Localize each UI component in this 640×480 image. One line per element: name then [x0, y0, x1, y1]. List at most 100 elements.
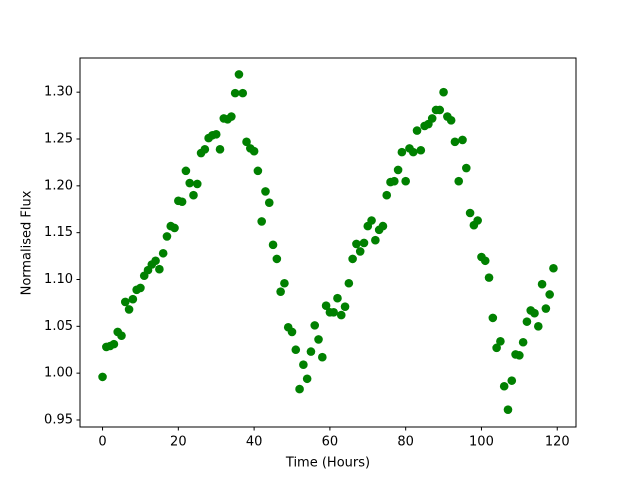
x-tick-label: 80	[397, 435, 414, 450]
point	[124, 305, 134, 314]
point	[158, 248, 168, 258]
point	[333, 293, 342, 303]
point	[192, 179, 202, 189]
point	[416, 145, 426, 155]
y-tick-label: 0.95	[44, 412, 73, 427]
point	[177, 197, 187, 207]
point	[522, 317, 532, 326]
plot-frame	[79, 57, 577, 428]
point	[287, 327, 297, 337]
point	[314, 335, 323, 344]
point	[238, 88, 248, 98]
point	[465, 208, 475, 218]
point	[306, 347, 316, 356]
point	[390, 176, 399, 186]
x-axis-label: Time (Hours)	[285, 456, 370, 471]
x-tick-label: 100	[469, 435, 494, 450]
point	[359, 238, 369, 248]
y-tick-label: 1.25	[44, 132, 73, 147]
point	[276, 287, 285, 296]
point	[318, 352, 327, 362]
point	[200, 145, 210, 154]
point	[280, 278, 289, 288]
y-tick-label: 1.05	[44, 319, 73, 334]
point	[507, 376, 517, 385]
point	[344, 278, 354, 288]
x-tick-label: 0	[98, 435, 106, 450]
point	[503, 405, 513, 414]
point	[120, 297, 130, 307]
point	[109, 339, 119, 349]
point	[295, 384, 304, 394]
point	[302, 374, 312, 384]
point	[499, 381, 509, 391]
point	[435, 105, 445, 115]
point	[352, 239, 361, 249]
point	[170, 223, 179, 233]
point	[291, 345, 301, 355]
y-axis-label: Normalised Flux	[20, 190, 35, 295]
x-tick-label: 120	[545, 435, 570, 450]
point	[492, 343, 501, 353]
point	[336, 310, 346, 320]
point	[545, 290, 554, 299]
point	[261, 187, 270, 196]
point	[151, 256, 160, 266]
point	[496, 337, 505, 346]
point	[454, 176, 464, 186]
point	[321, 301, 331, 311]
y-tick-label: 1.20	[44, 178, 73, 193]
point	[211, 130, 221, 139]
point	[257, 217, 266, 226]
point	[215, 145, 225, 154]
point	[355, 247, 365, 256]
point	[299, 360, 308, 370]
point	[549, 263, 558, 273]
point	[272, 254, 282, 264]
point	[242, 137, 251, 147]
point	[397, 147, 407, 157]
point	[458, 135, 467, 145]
point	[181, 166, 191, 176]
point	[249, 146, 259, 156]
x-tick-label: 40	[246, 435, 263, 450]
point	[537, 279, 547, 289]
point	[541, 304, 551, 313]
point	[189, 190, 198, 200]
point	[480, 256, 490, 266]
point	[382, 190, 392, 200]
y-tick-label: 1.00	[44, 366, 73, 381]
point	[462, 163, 471, 173]
point	[230, 88, 240, 98]
point	[234, 70, 244, 79]
y-tick-label: 1.10	[44, 272, 73, 287]
x-tick-label: 60	[322, 435, 339, 450]
point	[329, 307, 338, 317]
point	[515, 351, 524, 360]
point	[427, 114, 437, 123]
point	[367, 216, 376, 225]
point	[378, 221, 388, 231]
point	[533, 322, 543, 331]
point	[473, 216, 482, 225]
point	[393, 165, 403, 175]
point	[162, 232, 172, 241]
point	[348, 254, 357, 264]
point	[446, 115, 456, 125]
y-tick-label: 1.15	[44, 225, 73, 240]
point	[530, 308, 539, 318]
point	[518, 337, 528, 347]
point	[264, 198, 274, 207]
point	[401, 176, 410, 186]
point	[155, 264, 164, 274]
point	[408, 147, 418, 157]
point	[450, 137, 460, 147]
point	[128, 294, 138, 304]
point	[371, 235, 380, 245]
point	[488, 313, 498, 323]
point	[253, 166, 263, 176]
x-tick-label: 20	[170, 435, 187, 450]
point	[340, 302, 350, 311]
point	[185, 178, 194, 188]
